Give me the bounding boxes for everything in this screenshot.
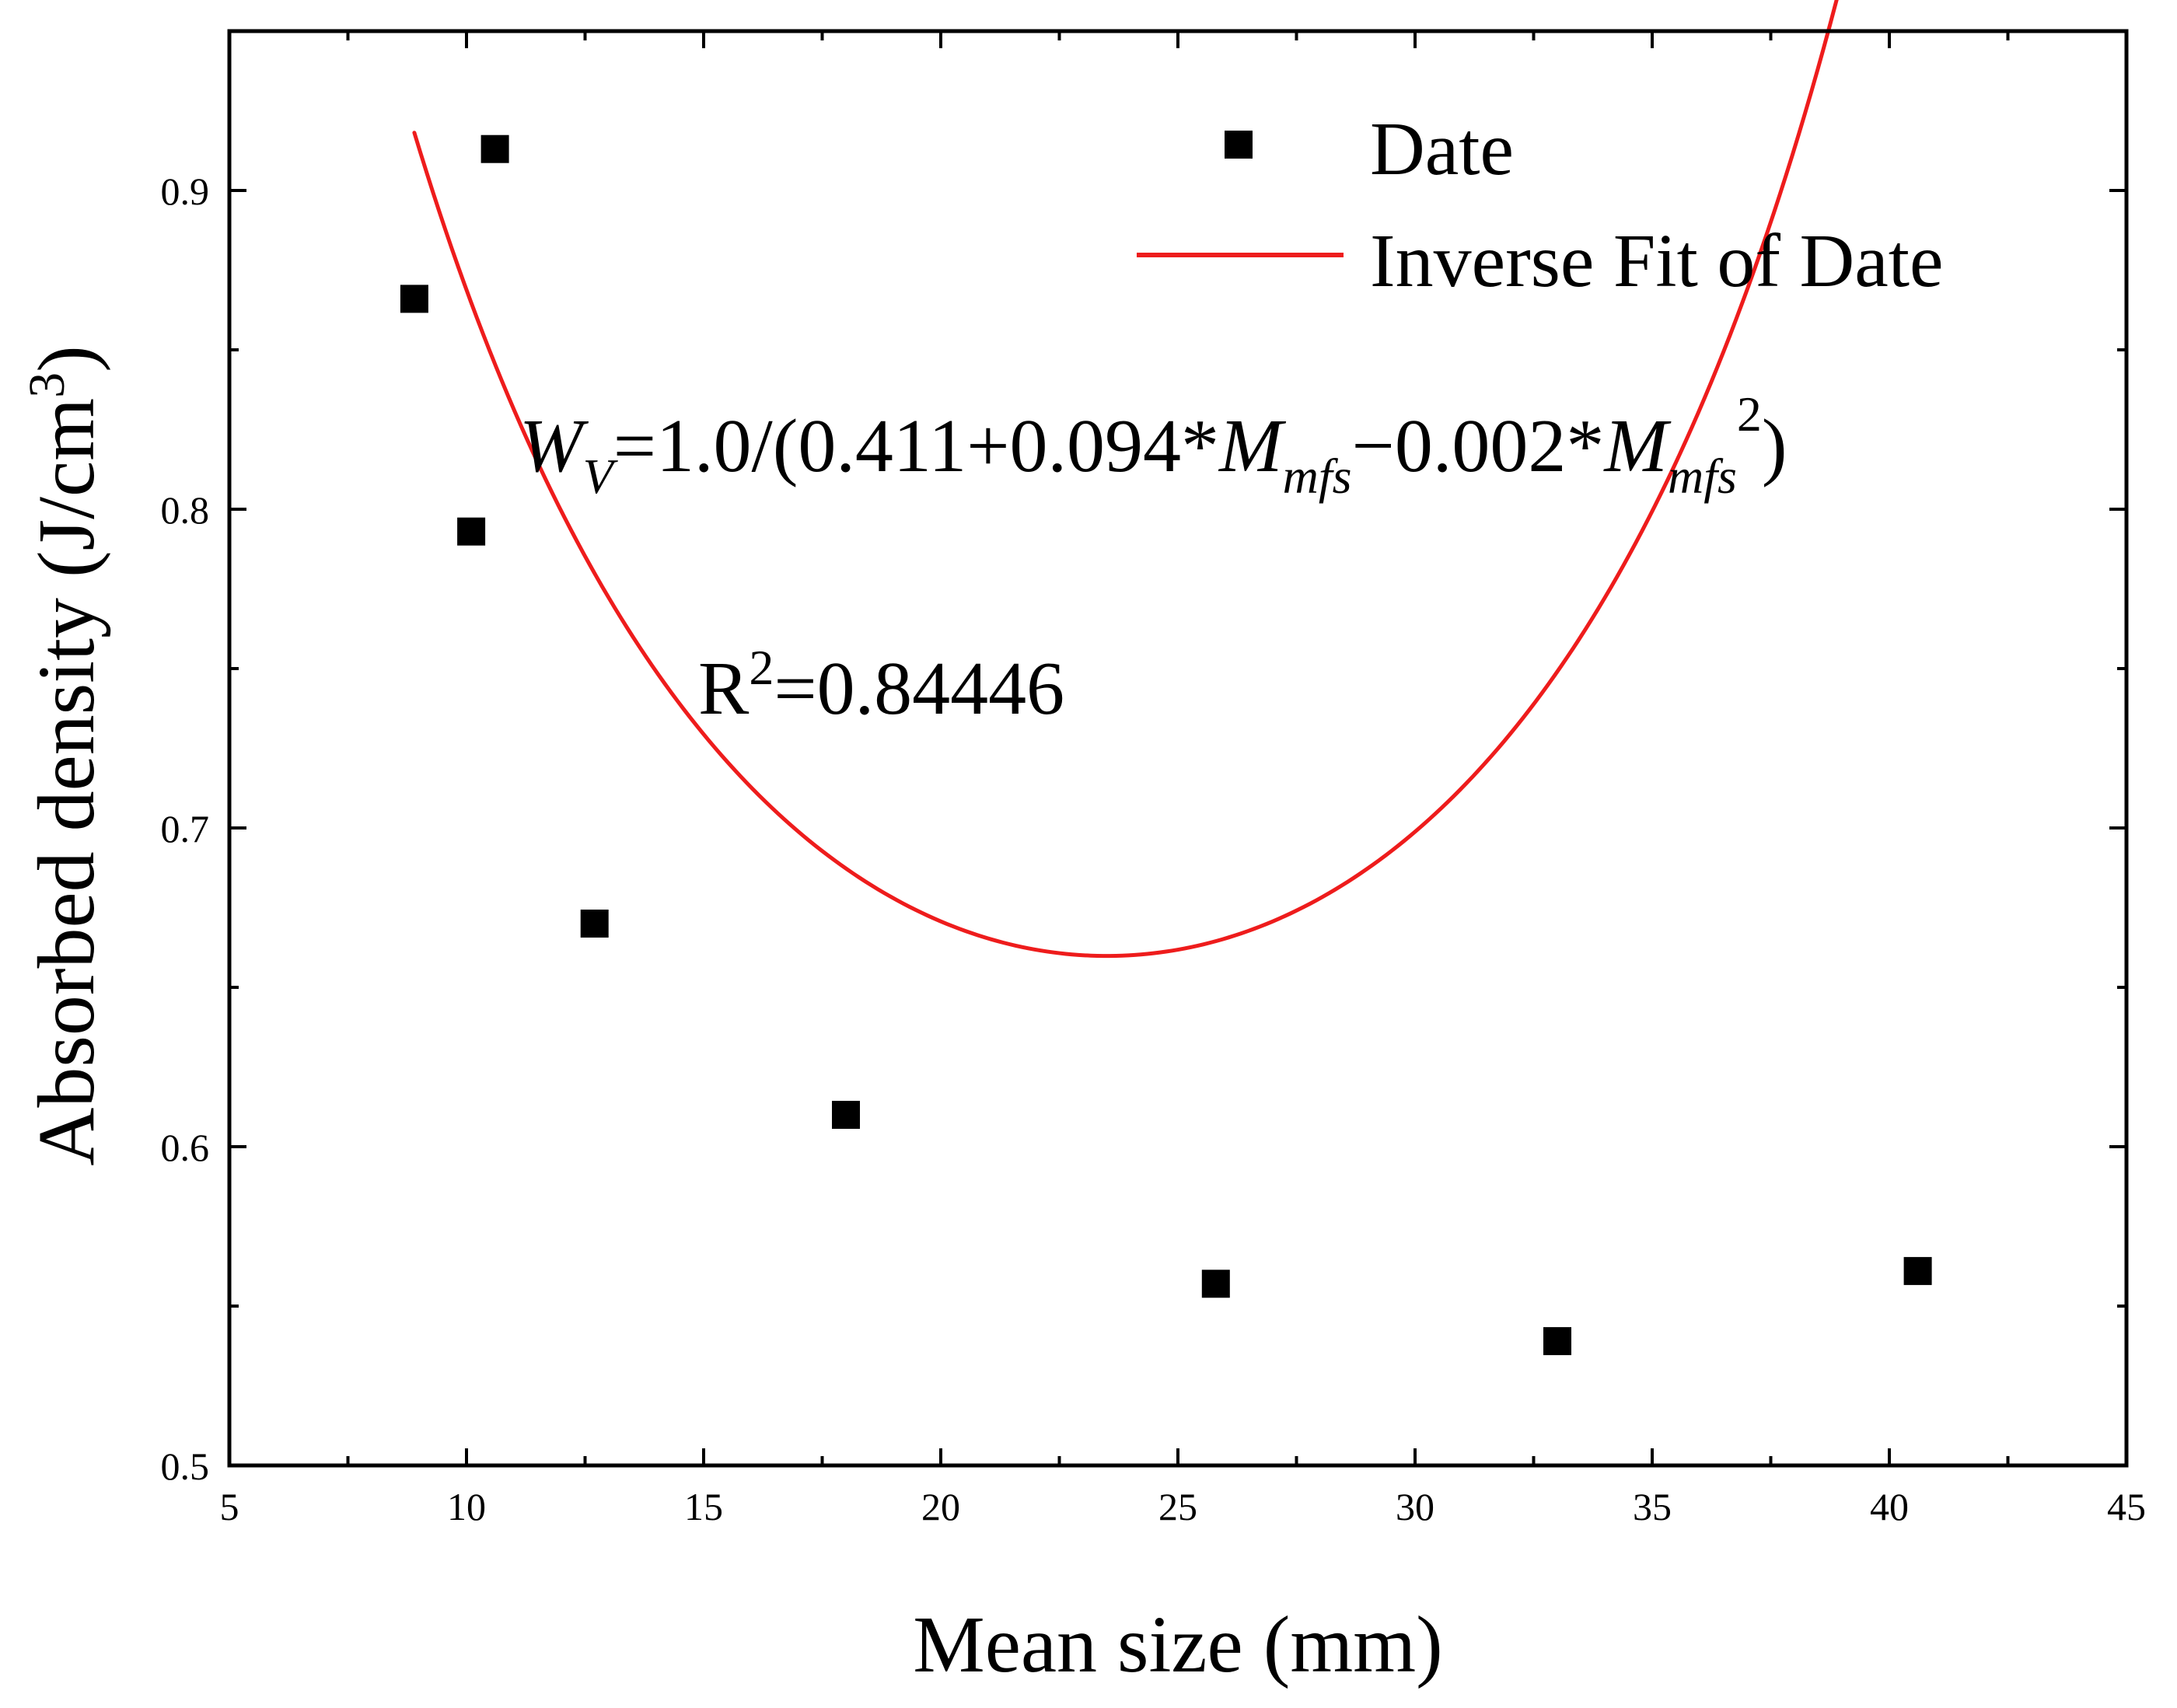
- legend: Date Inverse Fit of Date: [1137, 107, 1944, 303]
- data-point: [400, 285, 428, 313]
- x-tick-label: 10: [447, 1485, 486, 1528]
- x-tick-label: 25: [1158, 1485, 1197, 1528]
- x-tick-label: 30: [1396, 1485, 1434, 1528]
- eq-part1: =1.0/(0.411+0.094*: [613, 404, 1219, 488]
- eq-m2-sub: mfs: [1668, 449, 1737, 504]
- data-point: [1543, 1327, 1571, 1356]
- data-point: [1201, 1270, 1230, 1298]
- fit-curve: [412, 0, 1839, 959]
- y-axis-title-close: ): [22, 345, 111, 372]
- y-tick-label: 0.8: [161, 488, 210, 532]
- eq-sup: 2: [1737, 386, 1762, 442]
- r-squared-value: =0.84446: [774, 647, 1064, 731]
- r-squared-sup: 2: [749, 640, 774, 695]
- data-point: [480, 134, 509, 163]
- eq-w-sub: V: [583, 449, 619, 504]
- r-squared-prefix: R: [698, 647, 750, 731]
- r-squared: R2=0.84446: [698, 640, 1064, 731]
- x-tick-label: 45: [2107, 1485, 2146, 1528]
- y-axis-title-text: Absorbed density (J/cm: [22, 398, 111, 1166]
- x-tick-label: 15: [684, 1485, 723, 1528]
- eq-m1-sub: mfs: [1283, 449, 1352, 504]
- legend-label-date: Date: [1370, 107, 1514, 191]
- x-tick-label: 40: [1870, 1485, 1909, 1528]
- x-tick-label: 35: [1633, 1485, 1672, 1528]
- data-point: [832, 1101, 860, 1129]
- fit-equation: WV=1.0/(0.411+0.094*Mmfs−0.002*Mmfs2): [519, 386, 1787, 504]
- eq-close: ): [1762, 404, 1787, 488]
- x-axis-ticks: 5 10 15 20 25 30 35 40 45: [220, 31, 2146, 1528]
- eq-m2: M: [1602, 404, 1672, 488]
- data-point: [457, 517, 486, 546]
- eq-part2: −0.002*: [1352, 404, 1605, 488]
- y-axis-title-superscript: 3: [19, 372, 75, 398]
- y-tick-label: 0.6: [161, 1126, 210, 1169]
- plot-frame: [227, 29, 2129, 1468]
- x-tick-label: 20: [921, 1485, 960, 1528]
- eq-w: W: [519, 404, 589, 488]
- y-tick-label: 0.7: [161, 807, 210, 851]
- eq-m1: M: [1218, 404, 1287, 488]
- legend-marker-square: [1225, 131, 1253, 159]
- data-point: [1903, 1256, 1932, 1285]
- y-tick-label: 0.5: [161, 1444, 210, 1488]
- x-tick-label: 5: [220, 1485, 239, 1528]
- y-axis-ticks: 0.5 0.6 0.7 0.8 0.9: [161, 169, 2126, 1488]
- data-point: [580, 910, 609, 938]
- y-tick-label: 0.9: [161, 169, 210, 213]
- y-axis-title: Absorbed density (J/cm3): [19, 345, 111, 1166]
- legend-label-fit: Inverse Fit of Date: [1370, 219, 1944, 303]
- x-axis-title: Mean size (mm): [913, 1600, 1443, 1689]
- data-points: [400, 134, 1932, 1356]
